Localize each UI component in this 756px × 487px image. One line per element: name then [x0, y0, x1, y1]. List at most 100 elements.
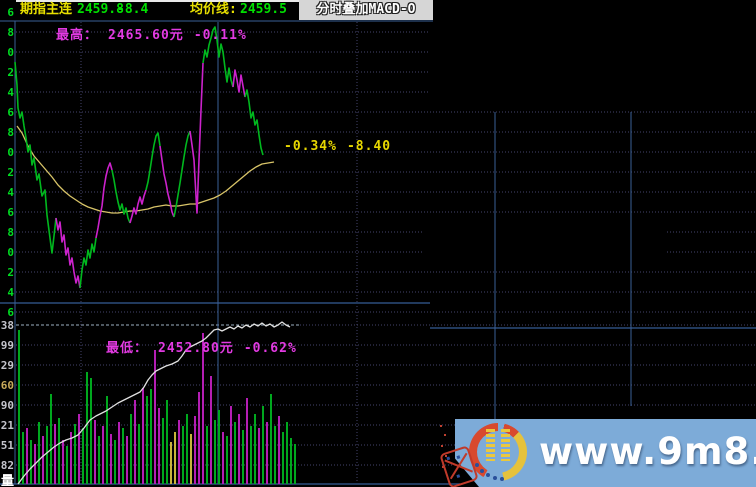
volume-axis-tick: 29 [0, 359, 14, 372]
volume-axis-tick: 99 [0, 339, 14, 352]
last-price: 2459.8 [77, 2, 124, 17]
volume-bar [86, 372, 88, 484]
volume-bar [38, 422, 40, 484]
volume-bar [194, 416, 196, 484]
volume-bar [278, 416, 280, 484]
price-axis-tick: 8 [7, 26, 14, 39]
price-line-segment [55, 217, 81, 289]
volume-bar [250, 426, 252, 484]
volume-bar [126, 436, 128, 484]
price-axis-tick: 4 [7, 286, 14, 299]
volume-bar [142, 388, 144, 484]
volume-bar [42, 436, 44, 484]
volume-bar [242, 430, 244, 484]
price-line-segment [14, 61, 57, 254]
volume-bar [74, 424, 76, 484]
volume-bar [110, 434, 112, 484]
volume-axis-tick: 60 [0, 379, 14, 392]
volume-bar [266, 422, 268, 484]
volume-bar [106, 396, 108, 484]
title-bar: 期指主连 2459.8 -8.4 均价线: 2459.5 分时叠加MACD-O [0, 0, 756, 20]
price-axis-tick: 6 [7, 206, 14, 219]
watermark-seal-glyphs [486, 429, 510, 461]
price-line-segment [189, 62, 204, 214]
volume-bar [190, 434, 192, 484]
volume-bar [22, 432, 24, 484]
watermark-url[interactable]: www.9m8.cn [539, 430, 756, 473]
low-value: 2452.80元 [158, 341, 234, 356]
volume-bar [290, 438, 292, 484]
volume-bar [222, 432, 224, 484]
price-axis-tick: 8 [7, 126, 14, 139]
price-line-segment [159, 145, 175, 218]
overlay-indicator-chip[interactable]: 分时叠加MACD-O [299, 0, 433, 20]
volume-bar [170, 442, 172, 484]
price-axis-tick: 2 [7, 266, 14, 279]
low-price-annotation: 最低： 2452.80元 -0.62% [106, 337, 307, 356]
price-line-segment [79, 237, 97, 289]
volume-bar [238, 414, 240, 484]
volume-bar [210, 376, 212, 484]
change-value: -8.40 [346, 139, 392, 154]
volume-bar [146, 396, 148, 484]
low-label: 最低： [106, 341, 149, 356]
price-line-segment [173, 130, 191, 218]
price-axis-tick: 2 [7, 166, 14, 179]
volume-bar [178, 420, 180, 484]
volume-bar [134, 400, 136, 484]
high-pct: -0.11% [193, 28, 247, 43]
volume-bar [102, 426, 104, 484]
watermark-banner[interactable]: www.9m8.cn [455, 419, 756, 487]
volume-axis-tick: 90 [0, 399, 14, 412]
price-axis-tick: 0 [7, 146, 14, 159]
volume-bar [158, 408, 160, 484]
volume-bar [162, 418, 164, 484]
avg-price-value: 2459.5 [240, 2, 287, 17]
volume-bar [218, 410, 220, 484]
volume-bar [78, 414, 80, 484]
volume-axis-tick: 82 [0, 459, 14, 472]
volume-axis-tick: 38 [0, 319, 14, 332]
volume-bar [230, 406, 232, 484]
volume-bar [50, 394, 52, 484]
price-axis-tick: 6 [7, 106, 14, 119]
high-price-annotation: 最高： 2465.60元 -0.11% [56, 24, 257, 43]
volume-pane-label: 量 [1, 474, 15, 487]
watermark-dot-trail [440, 425, 442, 427]
volume-bar [234, 422, 236, 484]
current-change-annotation: -0.34% -8.40 [284, 139, 401, 154]
volume-bar [214, 420, 216, 484]
volume-bar [46, 426, 48, 484]
low-pct: -0.62% [243, 341, 297, 356]
watermark-arc-text [475, 463, 479, 467]
contract-name[interactable]: 期指主连 [20, 2, 73, 17]
price-change: -8.4 [117, 2, 149, 17]
volume-bar [270, 394, 272, 484]
avg-price-label: 均价线: [190, 2, 237, 17]
price-line-segment [95, 162, 113, 239]
price-axis-tick: 0 [7, 46, 14, 59]
volume-bar [30, 440, 32, 484]
price-axis-tick: 2 [7, 66, 14, 79]
volume-bar [118, 422, 120, 484]
volume-bar [82, 428, 84, 484]
volume-bar [262, 406, 264, 484]
volume-bar [274, 426, 276, 484]
price-line-segment [145, 132, 161, 191]
volume-bar [182, 426, 184, 484]
volume-bar [114, 440, 116, 484]
high-value: 2465.60元 [108, 28, 184, 43]
price-axis-tick: 4 [7, 186, 14, 199]
volume-bar [254, 414, 256, 484]
high-label: 最高： [56, 28, 99, 43]
volume-bar [202, 333, 204, 484]
price-line-segment [129, 189, 147, 224]
volume-bar [122, 428, 124, 484]
price-axis-tick: 4 [7, 86, 14, 99]
volume-bar [98, 436, 100, 484]
volume-bar [70, 432, 72, 484]
volume-bar [286, 422, 288, 484]
volume-bar [294, 444, 296, 484]
volume-bar [186, 414, 188, 484]
